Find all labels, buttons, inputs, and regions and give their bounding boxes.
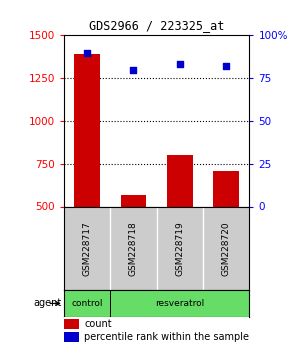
Bar: [167, 155, 193, 292]
Text: control: control: [71, 299, 103, 308]
Point: [224, 63, 229, 69]
Point: [131, 67, 136, 73]
Text: count: count: [84, 319, 112, 329]
Text: GSM228718: GSM228718: [129, 221, 138, 276]
Bar: [64, 319, 79, 329]
Text: GSM228719: GSM228719: [175, 221, 184, 276]
Text: GSM228720: GSM228720: [222, 221, 231, 276]
Text: GSM228717: GSM228717: [82, 221, 92, 276]
Point: [177, 62, 182, 67]
Point: [85, 50, 89, 55]
Bar: [121, 195, 146, 292]
Text: resveratrol: resveratrol: [155, 299, 204, 308]
Bar: [213, 171, 239, 292]
Text: agent: agent: [33, 298, 61, 308]
Bar: [110, 290, 249, 317]
Text: GDS2966 / 223325_at: GDS2966 / 223325_at: [89, 19, 224, 33]
Bar: [64, 290, 110, 317]
Bar: [64, 332, 79, 342]
Bar: [74, 54, 100, 292]
Text: percentile rank within the sample: percentile rank within the sample: [84, 332, 249, 342]
